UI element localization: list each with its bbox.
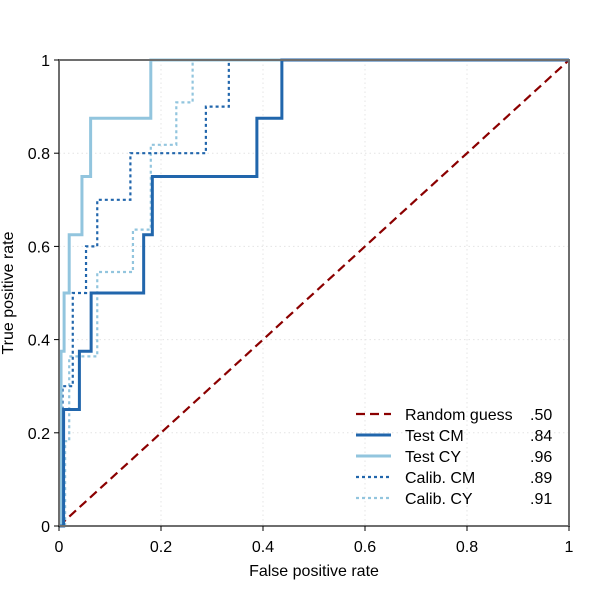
y-tick-label: 0.6 (28, 239, 50, 256)
legend-label-calib-cy: Calib. CY (405, 491, 473, 508)
x-tick-label: 1 (565, 539, 574, 556)
y-axis-title: True positive rate (0, 231, 17, 354)
legend-label-random-guess: Random guess (405, 407, 513, 424)
legend-label-calib-cm: Calib. CM (405, 470, 475, 487)
y-tick-label: 0 (41, 519, 50, 536)
series-line-random-guess (58, 59, 570, 527)
plot-frame (58, 59, 570, 527)
x-tick-label: 0.8 (456, 539, 478, 556)
x-tick-label: 0.6 (354, 539, 376, 556)
series-layer (58, 58, 570, 528)
legend: Random guess .50 Test CM .84 Test CY .96 Calib… (356, 407, 552, 508)
series-line-test-cy (59, 58, 569, 528)
legend-auc-test-cy: .96 (530, 449, 552, 466)
x-axis-title: False positive rate (249, 563, 379, 580)
ticks-layer: 0 0.2 0.4 0.6 0.8 1 0 0.2 0.4 0.6 0.8 1 (28, 53, 574, 556)
x-tick-label: 0 (55, 539, 64, 556)
series-line-calib-cy (59, 58, 569, 528)
series-line-test-cm (59, 58, 569, 528)
series-line-calib-cm (59, 58, 569, 528)
x-tick-label: 0.2 (150, 539, 172, 556)
legend-auc-calib-cy: .91 (530, 491, 552, 508)
legend-auc-random-guess: .50 (530, 407, 552, 424)
x-tick-label: 0.4 (252, 539, 274, 556)
legend-label-test-cy: Test CY (405, 449, 461, 466)
y-tick-label: 1 (41, 53, 50, 70)
legend-label-test-cm: Test CM (405, 428, 464, 445)
y-tick-label: 0.8 (28, 146, 50, 163)
y-tick-label: 0.4 (28, 333, 50, 350)
y-tick-label: 0.2 (28, 426, 50, 443)
grid-layer (59, 60, 569, 526)
legend-auc-calib-cm: .89 (530, 470, 552, 487)
legend-auc-test-cm: .84 (530, 428, 552, 445)
